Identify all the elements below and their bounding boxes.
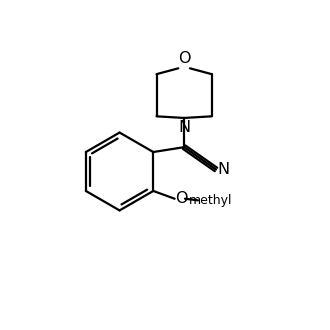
Text: O: O <box>175 191 187 206</box>
Text: O: O <box>178 51 190 66</box>
Text: N: N <box>217 162 229 177</box>
Text: methyl: methyl <box>189 194 233 207</box>
Text: N: N <box>178 120 190 135</box>
